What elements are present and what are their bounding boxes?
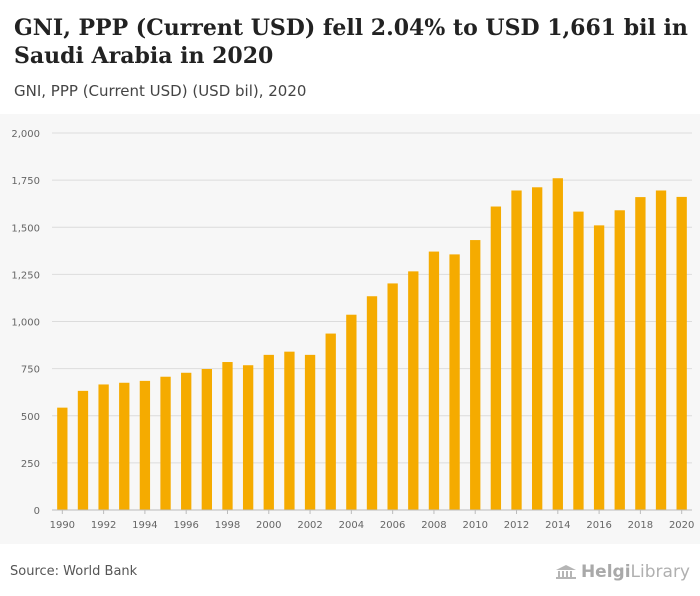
x-tick-label: 2014 [545, 520, 570, 531]
chart-subtitle: GNI, PPP (Current USD) (USD bil), 2020 [14, 82, 307, 100]
bar-2009 [449, 254, 460, 510]
x-tick-label: 2008 [421, 520, 446, 531]
x-tick-label: 2012 [504, 520, 529, 531]
x-tick-label: 2018 [628, 520, 653, 531]
bar-2010 [470, 240, 481, 510]
x-tick-label: 2004 [339, 520, 364, 531]
bar-1999 [242, 365, 254, 510]
bar-chart: 0 250 500 750 1,000 1,250 1,500 1,750 2,000 1990 1… [11, 129, 694, 531]
helgi-library-logo[interactable]: Helgi Library [555, 562, 690, 582]
x-tick-label: 2006 [380, 520, 405, 531]
bar-2016 [593, 225, 605, 510]
x-tick-label: 1992 [91, 520, 116, 531]
bar-2014 [552, 178, 563, 510]
bar-1998 [222, 362, 233, 510]
x-tick-label: 2020 [669, 520, 694, 531]
y-tick-label: 1,250 [11, 270, 40, 281]
y-tick-label: 250 [21, 459, 40, 470]
x-tick-label: 1998 [215, 520, 240, 531]
bar-1996 [181, 372, 192, 510]
source-note: Source: World Bank [10, 564, 138, 579]
bar-2005 [366, 296, 378, 510]
y-tick-label: 500 [21, 412, 40, 423]
bar-1993 [119, 382, 130, 510]
bar-2007 [408, 271, 419, 510]
x-tick-label: 1996 [173, 520, 198, 531]
x-tick-label: 1994 [132, 520, 157, 531]
bar-1991 [77, 390, 89, 510]
bar-2018 [635, 197, 646, 510]
y-tick-label: 1,500 [11, 223, 40, 234]
bar-2000 [263, 354, 274, 510]
library-building-icon [555, 565, 576, 579]
bar-1992 [98, 384, 109, 510]
bar-2008 [428, 251, 440, 510]
logo-text-light: Library [630, 562, 690, 582]
header: GNI, PPP (Current USD) fell 2.04% to USD… [0, 0, 700, 114]
x-tick-label: 2000 [256, 520, 281, 531]
bar-2006 [387, 283, 398, 510]
bar-1990 [57, 407, 68, 510]
y-tick-label: 2,000 [11, 129, 40, 140]
y-tick-label: 0 [34, 506, 40, 517]
bar-1995 [160, 376, 171, 510]
bar-2011 [490, 206, 502, 510]
bar-2020 [676, 196, 687, 510]
y-tick-label: 1,000 [11, 318, 40, 329]
bar-2002 [304, 354, 316, 510]
bar-2017 [614, 210, 625, 510]
logo-text-bold: Helgi [580, 562, 631, 582]
chart-title: GNI, PPP (Current USD) fell 2.04% to USD… [14, 15, 688, 69]
x-tick-label: 2010 [462, 520, 487, 531]
bar-2001 [284, 351, 295, 510]
bar-2015 [573, 211, 584, 510]
bar-2003 [325, 333, 336, 510]
x-tick-label: 2002 [297, 520, 322, 531]
x-tick-label: 1990 [50, 520, 75, 531]
bar-2013 [532, 187, 543, 510]
y-tick-label: 750 [21, 365, 40, 376]
bar-1997 [201, 369, 212, 510]
bar-2012 [511, 190, 522, 510]
y-tick-label: 1,750 [11, 176, 40, 187]
footer: Source: World Bank Helgi Library [0, 544, 700, 596]
bar-2004 [346, 314, 357, 510]
bar-2019 [655, 190, 667, 510]
bar-1994 [139, 380, 151, 510]
x-tick-label: 2016 [586, 520, 611, 531]
